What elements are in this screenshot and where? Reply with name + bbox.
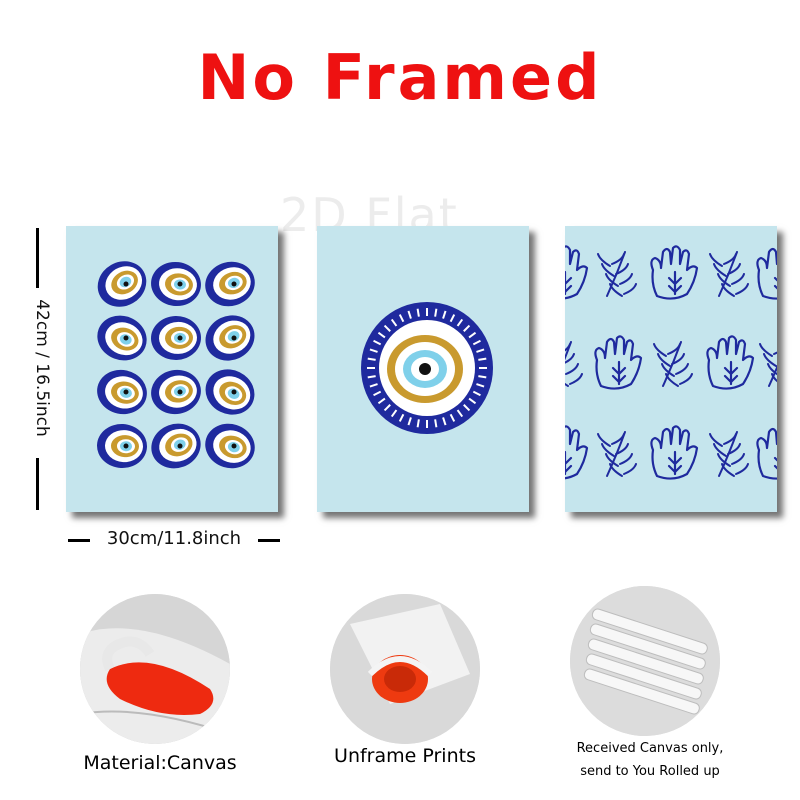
leaf-icon	[597, 251, 637, 297]
leaf-icon	[759, 343, 777, 387]
hamsa-icon	[594, 335, 643, 390]
leaf-icon	[597, 431, 637, 477]
hamsa-pattern-art	[565, 245, 777, 480]
single-evil-eye-art	[361, 302, 493, 434]
unframed-roll-photo	[330, 594, 480, 744]
canvas-material-photo	[80, 594, 230, 744]
dimension-line	[68, 539, 90, 542]
dimension-line	[36, 458, 39, 510]
evil-eye-icon	[151, 423, 201, 469]
evil-eye-icon	[205, 423, 255, 469]
evil-eye-icon	[97, 315, 147, 361]
hamsa-icon	[565, 425, 589, 480]
feature-caption-material: Material:Canvas	[83, 752, 237, 774]
width-dimension: 30cm/11.8inch	[68, 528, 280, 554]
evil-eye-icon	[151, 369, 201, 415]
dimension-line	[36, 228, 39, 288]
evil-eye-grid-art	[97, 261, 255, 469]
hamsa-icon	[706, 335, 755, 390]
canvas-panel-single-eye	[317, 226, 529, 512]
feature-caption-unframed: Unframe Prints	[334, 745, 476, 767]
evil-eye-icon	[205, 315, 255, 361]
hamsa-icon	[650, 425, 699, 480]
hamsa-icon	[565, 245, 589, 300]
rolled-canvas-photo	[570, 586, 720, 736]
leaf-icon	[565, 341, 583, 387]
leaf-icon	[709, 431, 749, 477]
canvas-panel-evil-eye-grid	[66, 226, 278, 512]
evil-eye-icon	[97, 423, 147, 469]
evil-eye-icon	[361, 302, 493, 434]
height-dimension: 42cm / 16.5inch	[10, 228, 66, 510]
evil-eye-icon	[151, 261, 201, 307]
width-label: 30cm/11.8inch	[106, 528, 242, 549]
leaf-icon	[709, 251, 749, 297]
hamsa-icon	[756, 247, 777, 300]
evil-eye-icon	[97, 369, 147, 415]
canvas-panel-hamsa-pattern	[565, 226, 777, 512]
dimension-line	[258, 539, 280, 542]
evil-eye-icon	[97, 261, 147, 307]
evil-eye-icon	[205, 369, 255, 415]
page-title: No Framed	[197, 41, 603, 114]
feature-caption-received-line1: Received Canvas only,	[576, 741, 724, 756]
leaf-icon	[653, 341, 693, 387]
evil-eye-icon	[205, 261, 255, 307]
feature-caption-received-line2: send to You Rolled up	[580, 764, 720, 779]
hamsa-icon	[650, 245, 699, 300]
evil-eye-icon	[151, 315, 201, 361]
height-label: 42cm / 16.5inch	[32, 299, 52, 437]
hamsa-icon	[756, 427, 777, 480]
